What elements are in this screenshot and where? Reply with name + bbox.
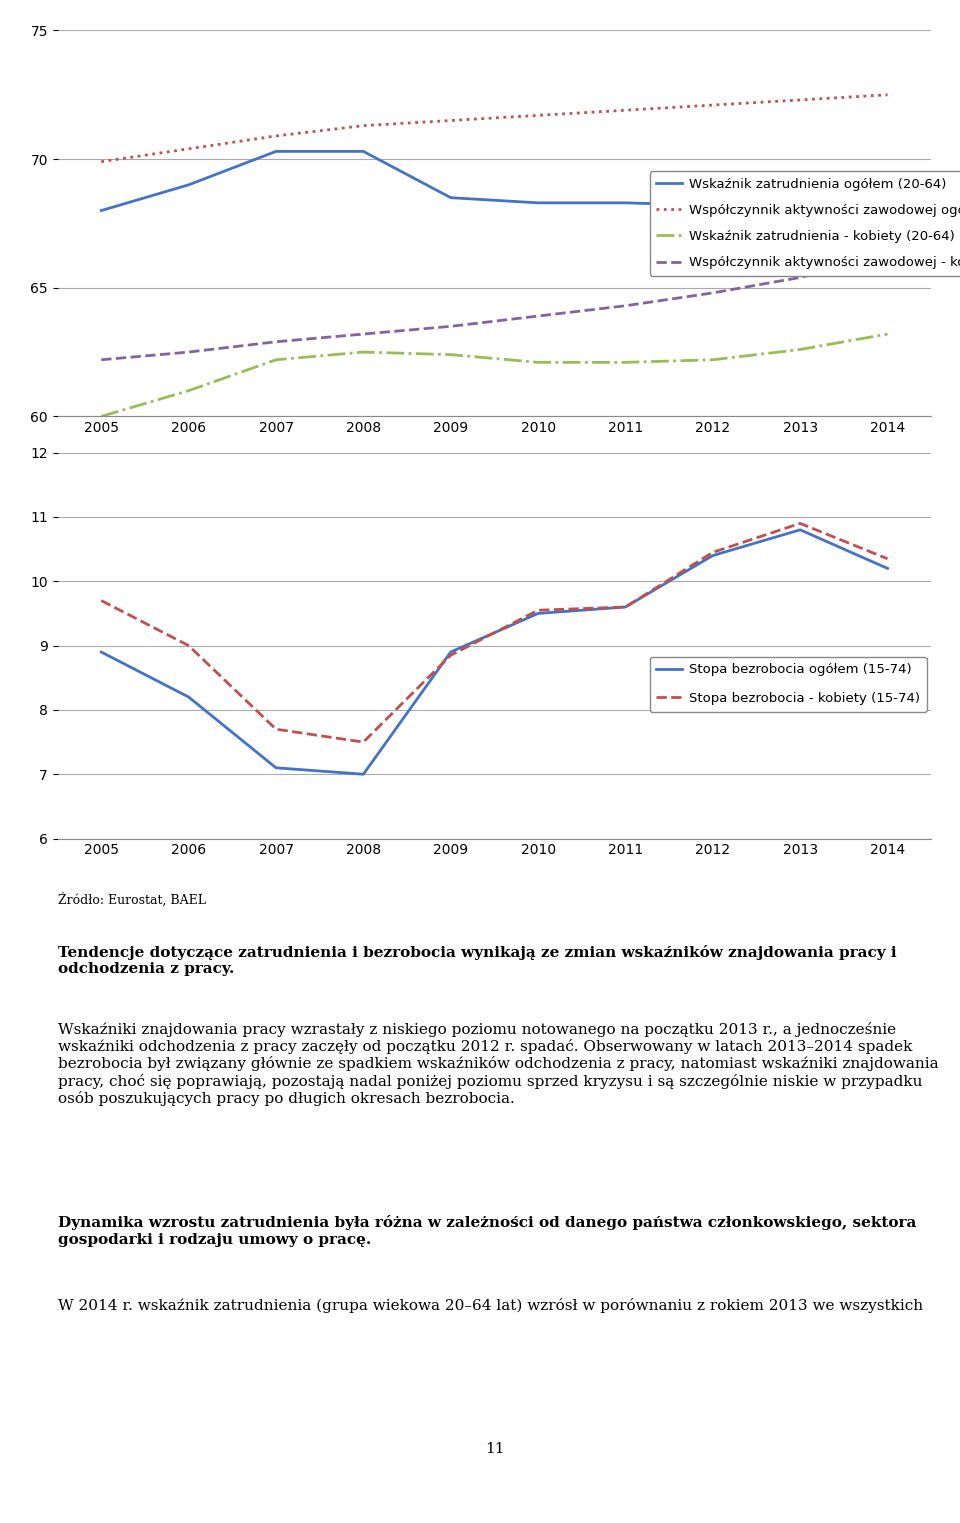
Text: Tendencje dotyczące zatrudnienia i bezrobocia wynikają ze zmian wskaźników znajd: Tendencje dotyczące zatrudnienia i bezro…	[58, 946, 897, 976]
Text: Źródło: Eurostat, BAEL: Źródło: Eurostat, BAEL	[58, 892, 205, 906]
Text: W 2014 r. wskaźnik zatrudnienia (grupa wiekowa 20–64 lat) wzrósł w porównaniu z : W 2014 r. wskaźnik zatrudnienia (grupa w…	[58, 1298, 923, 1313]
Legend: Wskaźnik zatrudnienia ogółem (20-64), Współczynnik aktywności zawodowej ogółem (: Wskaźnik zatrudnienia ogółem (20-64), Ws…	[650, 171, 960, 276]
Legend: Stopa bezrobocia ogółem (15-74), Stopa bezrobocia - kobiety (15-74): Stopa bezrobocia ogółem (15-74), Stopa b…	[650, 656, 926, 711]
Text: Wskaźniki znajdowania pracy wzrastały z niskiego poziomu notowanego na początku : Wskaźniki znajdowania pracy wzrastały z …	[58, 1022, 938, 1106]
Text: 11: 11	[485, 1442, 504, 1456]
Text: Dynamika wzrostu zatrudnienia była różna w zależności od danego państwa członkow: Dynamika wzrostu zatrudnienia była różna…	[58, 1215, 916, 1247]
